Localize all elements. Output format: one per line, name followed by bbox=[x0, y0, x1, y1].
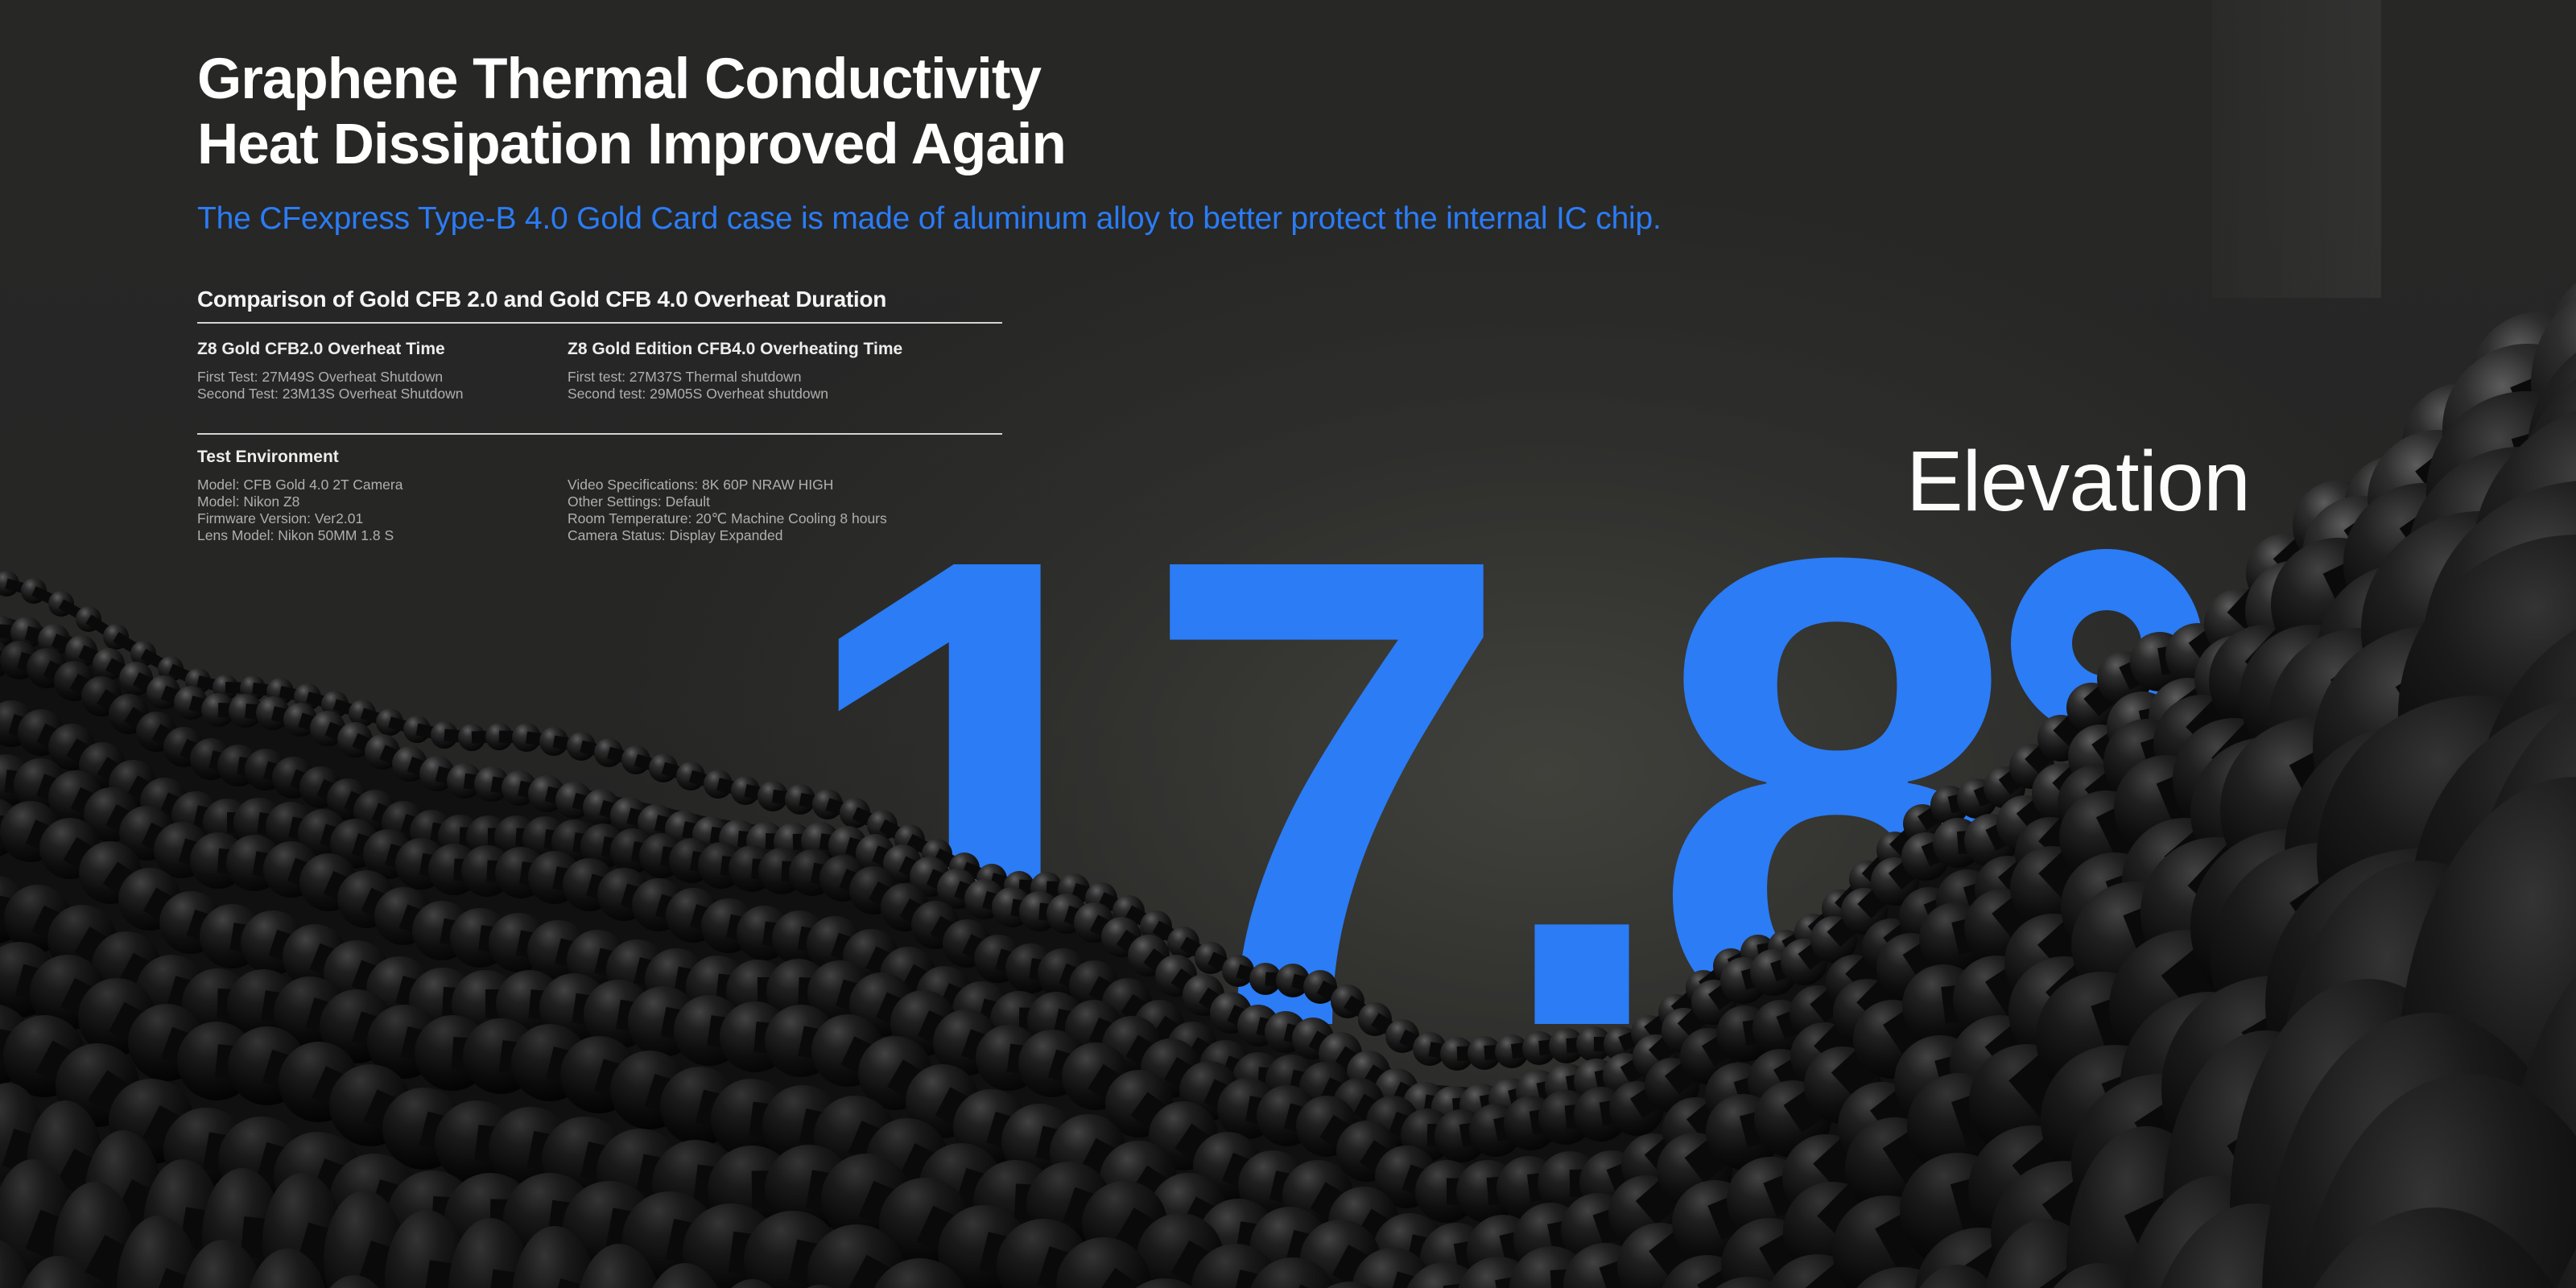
spec-line: Other Settings: Default bbox=[568, 493, 711, 510]
spec-line: Second Test: 23M13S Overheat Shutdown bbox=[197, 386, 464, 402]
test-environment-column-right: Video Specifications: 8K 60P NRAW HIGH O… bbox=[568, 477, 1002, 544]
spec-line: Lens Model: Nikon 50MM 1.8 S bbox=[197, 527, 394, 543]
spec-line: Model: CFB Gold 4.0 2T Camera bbox=[197, 477, 403, 493]
spec-panel: Comparison of Gold CFB 2.0 and Gold CFB … bbox=[197, 287, 1002, 544]
spec-line: Camera Status: Display Expanded bbox=[568, 527, 783, 543]
divider-bottom bbox=[197, 433, 1002, 435]
column-heading: Z8 Gold CFB2.0 Overheat Time bbox=[197, 340, 445, 358]
spec-line: Model: Nikon Z8 bbox=[197, 493, 300, 510]
divider-top bbox=[197, 322, 1002, 324]
spec-line: First test: 27M37S Thermal shutdown bbox=[568, 369, 802, 385]
column-heading: Z8 Gold Edition CFB4.0 Overheating Time bbox=[568, 340, 903, 358]
page-subtitle: The CFexpress Type-B 4.0 Gold Card case … bbox=[197, 201, 1662, 236]
spec-line: Room Temperature: 20℃ Machine Cooling 8 … bbox=[568, 510, 887, 526]
page-title-line1: Graphene Thermal Conductivity bbox=[197, 47, 1042, 111]
spec-line: Second test: 29M05S Overheat shutdown bbox=[568, 386, 828, 402]
test-environment-column-left: Model: CFB Gold 4.0 2T Camera Model: Nik… bbox=[197, 477, 568, 544]
page-title: Graphene Thermal Conductivity Heat Dissi… bbox=[197, 47, 1067, 177]
spec-line: Video Specifications: 8K 60P NRAW HIGH bbox=[568, 477, 834, 493]
temperature-metric: 17.8 ° bbox=[793, 419, 2203, 1166]
hero-copy: Graphene Thermal Conductivity Heat Dissi… bbox=[197, 47, 1067, 177]
comparison-columns: Z8 Gold CFB2.0 Overheat Time First Test:… bbox=[197, 340, 1002, 402]
spec-line: Firmware Version: Ver2.01 bbox=[197, 510, 364, 526]
comparison-column-cfb2: Z8 Gold CFB2.0 Overheat Time First Test:… bbox=[197, 340, 568, 402]
temperature-value: 17.8 bbox=[793, 419, 2023, 1166]
degree-symbol-icon: ° bbox=[2011, 549, 2203, 737]
spec-line: First Test: 27M49S Overheat Shutdown bbox=[197, 369, 444, 385]
test-environment-columns: Model: CFB Gold 4.0 2T Camera Model: Nik… bbox=[197, 477, 1002, 544]
test-environment-heading: Test Environment bbox=[197, 448, 339, 466]
backdrop-reflection bbox=[2212, 0, 2381, 298]
comparison-column-cfb4: Z8 Gold Edition CFB4.0 Overheating Time … bbox=[568, 340, 1002, 402]
page-title-line2: Heat Dissipation Improved Again bbox=[197, 113, 1067, 176]
metric-label: Elevation bbox=[1905, 434, 2251, 529]
comparison-heading: Comparison of Gold CFB 2.0 and Gold CFB … bbox=[197, 287, 887, 312]
